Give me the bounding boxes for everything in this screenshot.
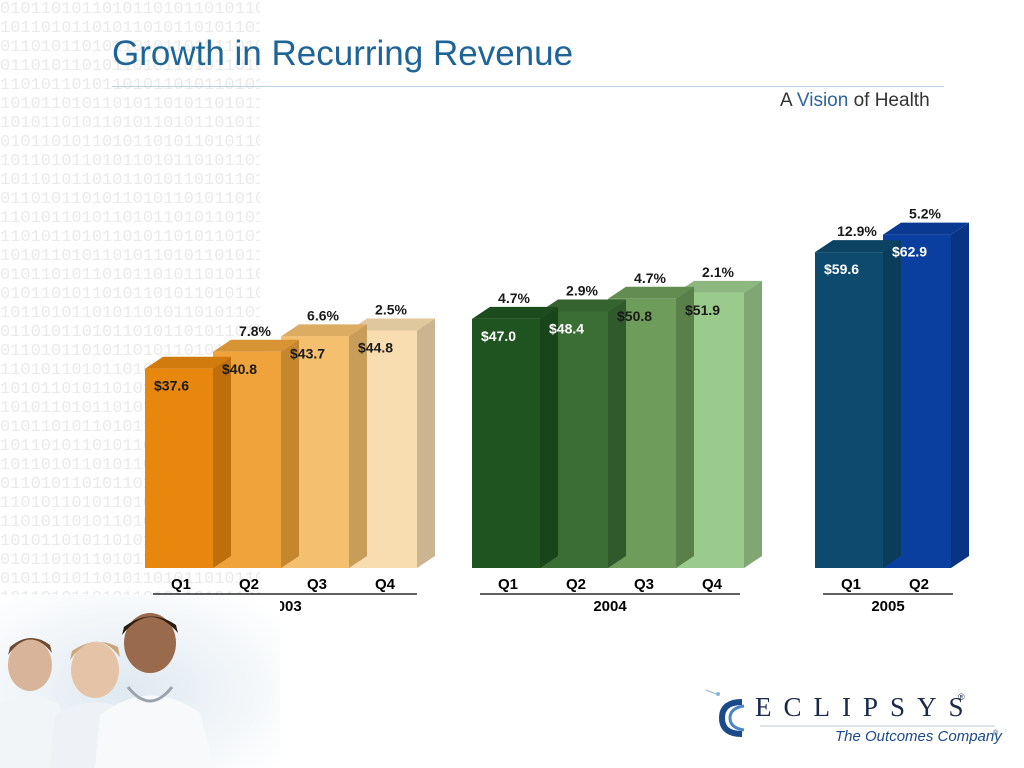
bar-side <box>540 306 558 568</box>
bar-top <box>145 356 231 369</box>
bar-top <box>883 222 969 235</box>
bar-top <box>349 318 435 331</box>
logo-tagline: The Outcomes Company <box>835 728 1002 745</box>
growth-label: 2.5% <box>375 302 407 318</box>
growth-label: 2.9% <box>566 282 598 298</box>
eclipsys-logo-icon <box>705 689 995 737</box>
category-tick-label: Q4 <box>375 576 396 593</box>
category-tick-label: Q1 <box>171 576 191 593</box>
bar <box>815 252 883 568</box>
bar-side <box>417 318 435 568</box>
bar-value-label: $47.0 <box>481 328 516 344</box>
growth-label: 7.8% <box>239 323 271 339</box>
category-tick-label: Q2 <box>566 576 586 593</box>
bar-value-label: $51.9 <box>685 302 720 318</box>
bar-value-label: $62.9 <box>892 244 927 260</box>
bar-side <box>213 356 231 568</box>
bar-side <box>349 324 367 568</box>
brand-tagline: A Vision of Health <box>780 90 930 112</box>
bar <box>145 368 213 568</box>
bar-side <box>281 339 299 568</box>
bar-value-label: $40.8 <box>222 361 257 377</box>
category-tick-label: Q3 <box>634 576 654 593</box>
bar-side <box>676 286 694 568</box>
growth-label: 4.7% <box>498 290 530 306</box>
growth-label: 12.9% <box>837 223 877 239</box>
bar-value-label: $48.4 <box>549 320 584 336</box>
logo-registered-mark: ® <box>958 692 965 702</box>
title-divider <box>112 86 944 87</box>
category-tick-label: Q2 <box>239 576 259 593</box>
tagline-suffix: of Health <box>848 90 930 111</box>
bar-top <box>676 280 762 293</box>
tagline-prefix: A <box>780 90 797 111</box>
bar-value-label: $37.6 <box>154 378 189 394</box>
bar-top <box>472 306 558 319</box>
bar-side <box>951 222 969 568</box>
category-tick-label: Q4 <box>702 576 723 593</box>
growth-label: 5.2% <box>909 206 941 222</box>
binary-digits-background: 01011010110101101011010110 1011010110101… <box>0 0 260 600</box>
bar-top <box>815 240 901 253</box>
tagline-vision: Vision <box>796 90 849 111</box>
category-tick-label: Q2 <box>909 576 929 593</box>
bar-value-label: $50.8 <box>617 308 652 324</box>
year-label: 2005 <box>871 598 904 615</box>
category-tick-label: Q3 <box>307 576 327 593</box>
bar-top <box>540 299 626 312</box>
bar-top <box>608 286 694 299</box>
revenue-bar-chart: $37.6 Q1 $40.8 7.8% Q2 $43.7 6.6% Q3 $44.8 2.5% Q4… <box>145 206 969 615</box>
growth-label: 2.1% <box>702 264 734 280</box>
bar-top <box>213 339 299 352</box>
logo-tagline-registered-mark: ® <box>993 730 999 737</box>
category-tick-label: Q1 <box>841 576 861 593</box>
bar-side <box>744 280 762 568</box>
bar-value-label: $43.7 <box>290 345 325 361</box>
bar-value-label: $59.6 <box>824 261 859 277</box>
year-label: 2004 <box>593 598 627 615</box>
bar-top <box>281 324 367 337</box>
category-tick-label: Q1 <box>498 576 518 593</box>
bar <box>472 318 540 568</box>
growth-label: 4.7% <box>634 270 666 286</box>
growth-label: 6.6% <box>307 307 339 323</box>
bar-side <box>883 240 901 568</box>
slide-title: Growth in Recurring Revenue <box>112 34 574 73</box>
doctors-photo-image <box>0 595 280 768</box>
bar-side <box>608 299 626 568</box>
logo-wordmark: ECLIPSYS <box>755 692 976 722</box>
bar-value-label: $44.8 <box>358 340 393 356</box>
